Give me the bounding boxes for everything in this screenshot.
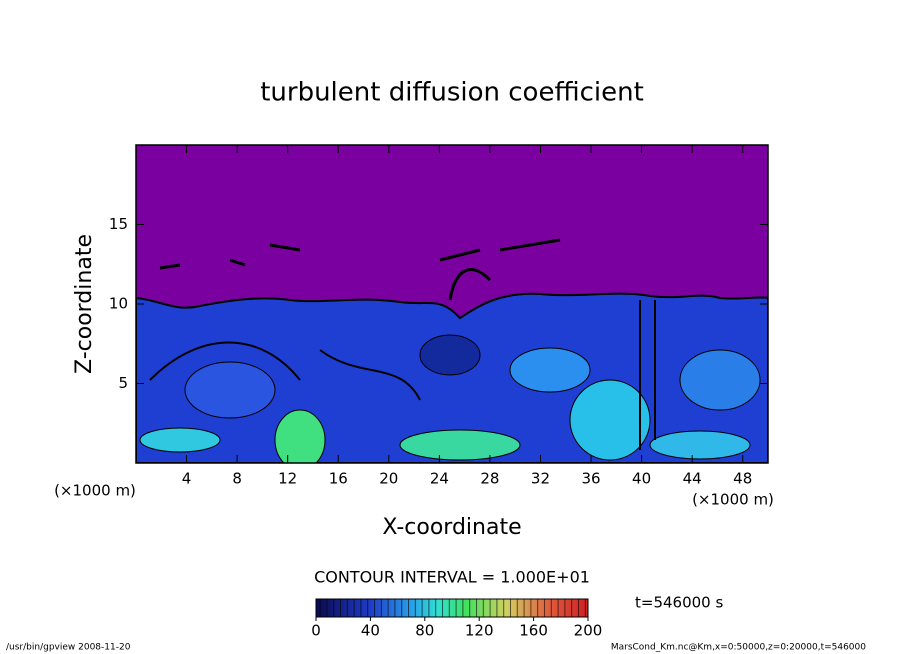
footer-right: MarsCond_Km.nc@Km,x=0:50000,z=0:20000,t=… — [611, 643, 866, 653]
colorbar-tick-label: 160 — [519, 622, 548, 640]
x-tick-label: 32 — [531, 470, 550, 488]
y-tick-label: 10 — [109, 295, 128, 313]
colorbar-tick-label: 80 — [415, 622, 434, 640]
colorbar-tick-label: 120 — [465, 622, 494, 640]
x-tick-label: 40 — [632, 470, 651, 488]
contour-field — [136, 145, 768, 463]
contour-interval: CONTOUR INTERVAL = 1.000E+01 — [314, 568, 590, 587]
x-tick-label: 12 — [278, 470, 297, 488]
footer-left: /usr/bin/gpview 2008-11-20 — [6, 643, 131, 653]
x-tick-label: 16 — [329, 470, 348, 488]
chart-title: turbulent diffusion coefficient — [260, 78, 644, 108]
x-tick-label: 8 — [232, 470, 242, 488]
x-unit: (×1000 m) — [692, 491, 774, 509]
x-tick-label: 48 — [733, 470, 752, 488]
colorbar-tick-label: 200 — [574, 622, 603, 640]
x-tick-label: 4 — [182, 470, 192, 488]
x-tick-label: 44 — [683, 470, 702, 488]
x-axis-label: X-coordinate — [382, 515, 521, 540]
colorbar-frame — [315, 598, 589, 618]
colorbar-stripes — [316, 599, 588, 617]
y-unit: (×1000 m) — [54, 482, 136, 500]
y-tick-label: 15 — [109, 215, 128, 233]
time-label: t=546000 s — [635, 594, 723, 612]
colorbar-tick-label: 40 — [361, 622, 380, 640]
x-tick-label: 28 — [480, 470, 499, 488]
colorbar-tick-label: 0 — [311, 622, 321, 640]
x-tick-label: 36 — [581, 470, 600, 488]
x-tick-label: 20 — [379, 470, 398, 488]
y-axis-label: Z-coordinate — [72, 234, 97, 374]
y-tick-label: 5 — [118, 374, 128, 392]
x-tick-label: 24 — [430, 470, 449, 488]
